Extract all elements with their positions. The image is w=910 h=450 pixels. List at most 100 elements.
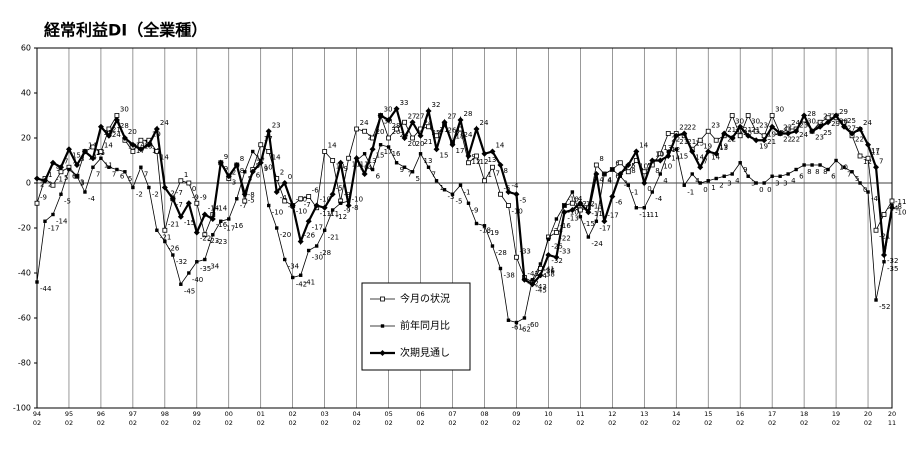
data-label: -11: [895, 198, 906, 206]
point: [705, 128, 711, 134]
point: [786, 172, 790, 176]
point: [753, 137, 760, 144]
point: [409, 119, 416, 126]
point: [107, 165, 111, 169]
point: [593, 171, 600, 177]
point: [345, 202, 352, 209]
point: [482, 224, 487, 228]
point: [75, 174, 79, 178]
point: [745, 132, 752, 139]
x-tick-year: 20: [864, 410, 872, 418]
point: [362, 128, 368, 134]
point: [546, 237, 551, 241]
data-label: 14: [711, 154, 720, 162]
point: [617, 171, 624, 177]
point: [235, 197, 239, 201]
x-tick-year: 00: [225, 410, 233, 418]
x-tick-year: 08: [480, 410, 488, 418]
point: [506, 318, 511, 322]
data-label: 5: [855, 175, 859, 183]
data-label: 25: [104, 129, 113, 137]
data-label: 23: [799, 121, 808, 129]
data-label: -4: [575, 195, 583, 203]
data-label: -43: [527, 270, 538, 278]
data-label: 18: [456, 133, 465, 141]
data-label: 28: [120, 122, 129, 130]
data-label: -52: [879, 303, 890, 311]
point: [298, 196, 304, 202]
data-label: -8: [895, 203, 902, 211]
data-label: 25: [432, 129, 441, 137]
data-label: 16: [392, 150, 401, 158]
data-label: 27: [408, 112, 417, 120]
point: [249, 168, 256, 175]
data-label: 0: [288, 173, 292, 181]
point: [818, 163, 822, 167]
x-tick-month: 02: [800, 419, 808, 427]
point: [83, 190, 87, 194]
y-tick-label: 60: [21, 44, 31, 53]
point: [505, 189, 512, 195]
point: [171, 253, 175, 257]
data-label: -10: [296, 208, 307, 216]
point: [802, 163, 806, 167]
x-tick-year: 19: [832, 410, 840, 418]
data-label: 10: [360, 164, 369, 172]
data-label: 14: [272, 154, 281, 162]
point: [865, 141, 872, 148]
point: [291, 275, 295, 280]
data-label: 21: [727, 126, 736, 134]
point: [825, 119, 832, 126]
point: [115, 167, 119, 172]
point: [314, 244, 319, 248]
point: [380, 296, 385, 302]
data-label: -13: [591, 202, 602, 210]
point: [362, 152, 367, 156]
data-label: 30: [384, 106, 393, 114]
y-tick-label: -100: [13, 404, 31, 413]
data-label: 24: [360, 119, 369, 127]
point: [203, 257, 207, 262]
x-tick-month: 02: [129, 419, 137, 427]
point: [754, 181, 758, 185]
data-label: 21: [751, 126, 760, 134]
data-label: -16: [559, 222, 571, 230]
point: [145, 141, 152, 148]
data-label: -3: [448, 193, 455, 201]
point: [41, 177, 48, 184]
point: [834, 158, 838, 163]
legend-label: 前年同月比: [400, 319, 450, 332]
y-tick-label: -60: [18, 314, 31, 323]
data-label: 5: [416, 175, 420, 183]
data-label: 10: [639, 163, 648, 171]
data-label: -18: [479, 227, 490, 235]
point: [489, 148, 496, 155]
data-label: 5: [631, 162, 635, 170]
point: [570, 190, 575, 194]
point: [385, 117, 392, 123]
data-label: -42: [296, 281, 307, 289]
point: [849, 130, 856, 137]
point: [457, 117, 464, 123]
data-label: -40: [192, 276, 203, 284]
data-label: -11: [320, 210, 331, 218]
data-label: 9: [56, 165, 60, 173]
data-label: 24: [160, 119, 169, 127]
point: [882, 260, 886, 264]
data-label: 7: [144, 170, 148, 178]
data-label: -12: [336, 213, 347, 221]
data-label: -17: [607, 211, 618, 219]
data-label: 11: [360, 160, 369, 168]
point: [273, 189, 280, 195]
data-label: 8: [80, 155, 84, 163]
data-label: 10: [264, 164, 273, 172]
point: [138, 137, 144, 143]
x-tick-month: 02: [321, 419, 329, 427]
point: [113, 117, 120, 123]
point: [442, 188, 447, 192]
x-tick-month: 02: [225, 419, 233, 427]
point: [185, 200, 192, 207]
data-label: 17: [152, 147, 161, 155]
data-label: 11: [96, 148, 105, 156]
point: [402, 119, 407, 125]
